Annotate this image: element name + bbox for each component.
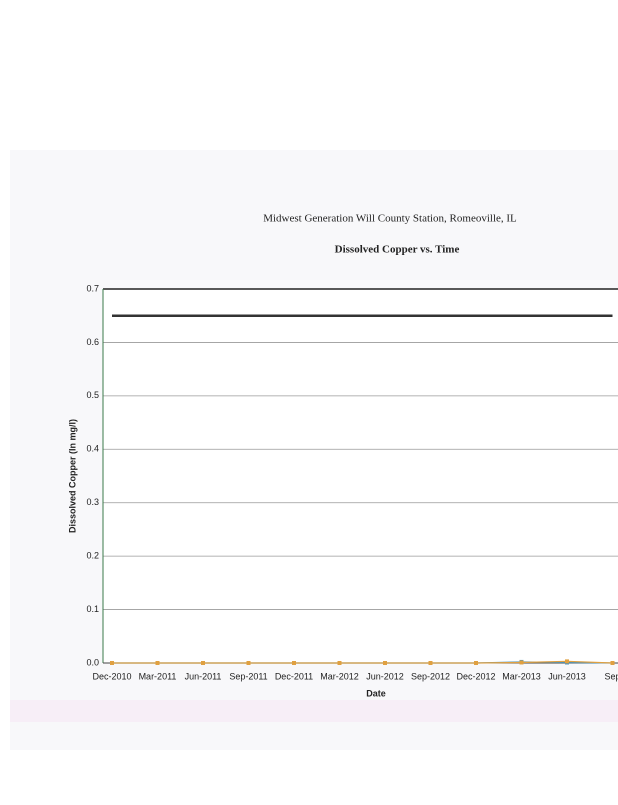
x-tick-label: Dec-2010 <box>92 671 131 681</box>
data-point <box>610 661 615 665</box>
x-tick-label: Jun-2013 <box>548 671 586 681</box>
y-tick-label: 0.2 <box>86 551 99 561</box>
x-tick-label: Mar-2013 <box>502 671 541 681</box>
data-point <box>383 661 387 665</box>
data-point <box>201 661 205 665</box>
chart-title: Midwest Generation Will County Station, … <box>263 213 517 225</box>
x-tick-label: Dec-2011 <box>275 671 313 681</box>
data-point <box>337 661 342 665</box>
x-tick-label: Dec-2012 <box>456 671 495 681</box>
x-tick-label: Sep <box>604 671 618 681</box>
x-tick-label: Mar-2011 <box>139 671 177 681</box>
x-tick-label: Sep-2012 <box>411 671 450 681</box>
scan-smudge <box>10 700 618 722</box>
x-tick-label: Mar-2012 <box>320 671 359 681</box>
data-point <box>292 661 296 665</box>
y-tick-label: 0.0 <box>86 657 99 667</box>
x-tick-label: Jun-2012 <box>366 671 404 681</box>
x-axis-label: Date <box>366 688 386 698</box>
series-line <box>112 660 613 664</box>
data-point <box>110 661 114 665</box>
y-tick-label: 0.7 <box>86 283 99 293</box>
y-axis-label: Dissolved Copper (In mg/l) <box>67 419 77 533</box>
chart-subtitle: Dissolved Copper vs. Time <box>335 244 460 256</box>
y-tick-label: 0.3 <box>86 497 99 507</box>
plot-area <box>103 289 618 663</box>
x-tick-label: Sep-2011 <box>229 671 267 681</box>
data-point <box>565 659 569 664</box>
data-point <box>428 661 433 665</box>
data-point <box>519 660 524 665</box>
y-tick-label: 0.4 <box>86 444 99 454</box>
y-tick-label: 0.6 <box>86 337 99 347</box>
data-point <box>474 661 478 665</box>
y-tick-label: 0.5 <box>86 390 99 400</box>
data-point <box>155 661 160 665</box>
y-tick-label: 0.1 <box>86 604 99 614</box>
x-tick-label: Jun-2011 <box>185 671 222 681</box>
data-point <box>246 661 251 665</box>
